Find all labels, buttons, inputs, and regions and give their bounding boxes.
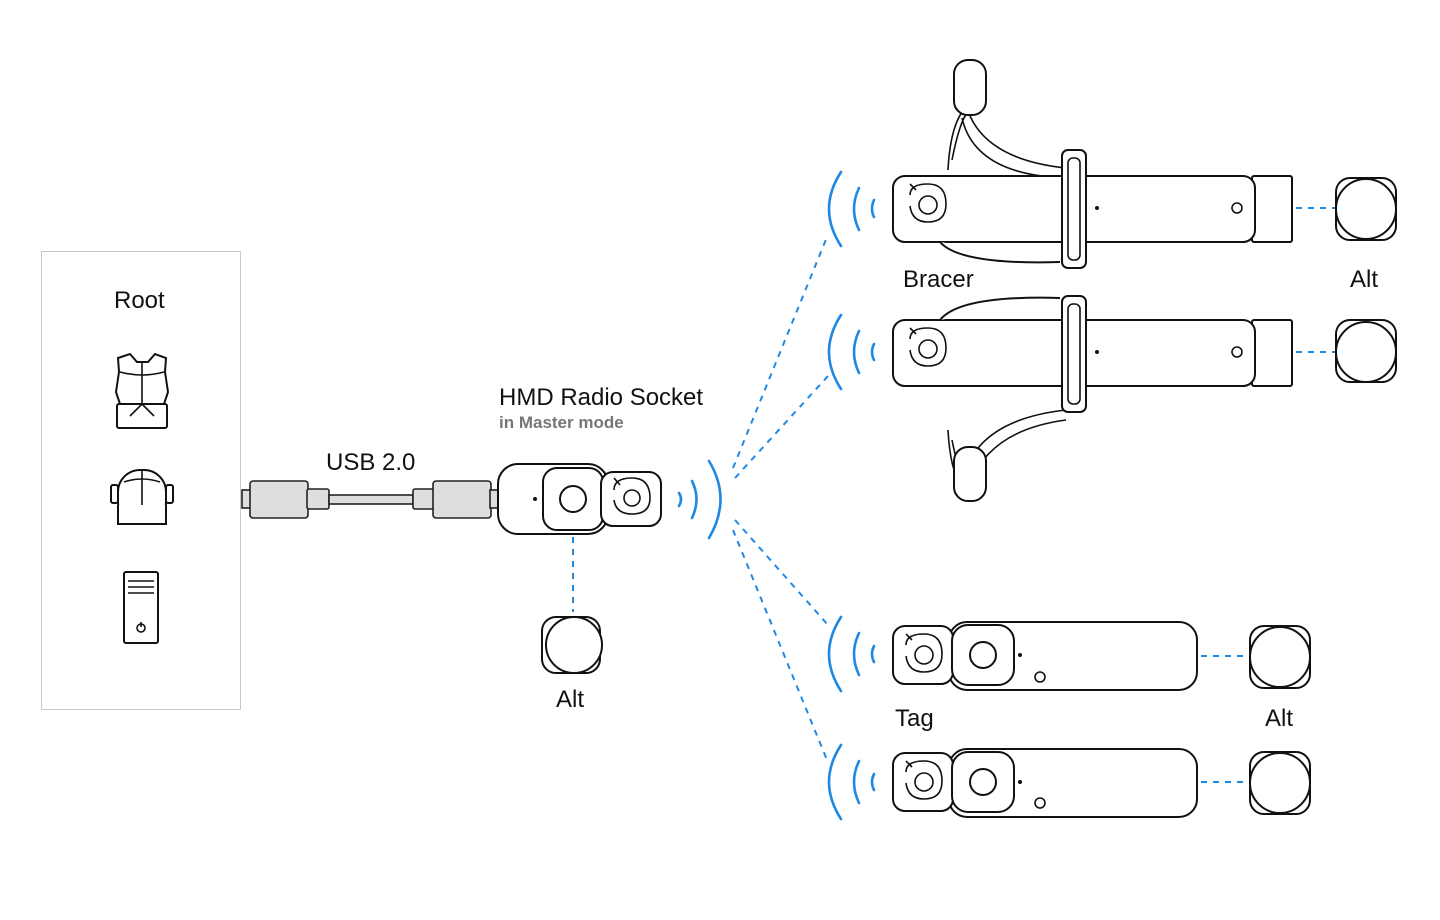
alt-puck-icon [1335,177,1397,241]
usb-cable [241,480,500,519]
vr-headset-icon [110,469,174,525]
bracer-label: Bracer [903,266,974,293]
socket-alt-label: Alt [556,686,585,713]
backpack-pc-icon [114,352,170,429]
signal-waves-icon [677,459,722,540]
alt-puck-icon [541,616,603,674]
tag-device-icon [827,743,1198,821]
radio-socket-icon [497,463,662,535]
tag-alt-label: Alt [1265,705,1294,732]
bracer-alt-label: Alt [1350,266,1379,293]
tag-label: Tag [895,705,934,732]
alt-puck-icon [1249,751,1311,815]
alt-puck-icon [1249,625,1311,689]
socket-subtitle: in Master mode [499,413,624,432]
bracer-device-icon [827,59,1293,269]
bracer-device-icon [827,295,1293,502]
pc-tower-icon [123,571,159,644]
usb-label: USB 2.0 [326,449,416,476]
radio-links [732,236,829,761]
root-panel [41,251,241,710]
socket-title: HMD Radio Socket [499,384,704,411]
root-title: Root [114,287,165,314]
alt-puck-icon [1335,319,1397,383]
tag-device-icon [827,615,1198,693]
